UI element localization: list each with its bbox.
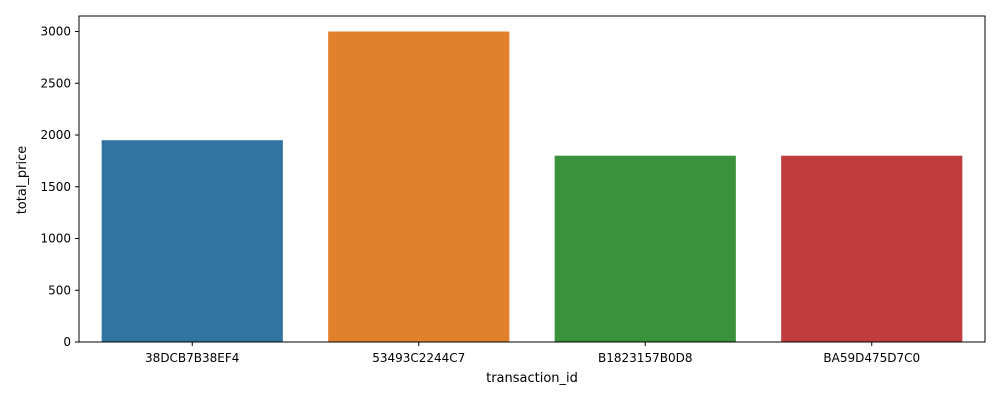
y-tick-label: 3000 [40, 25, 71, 39]
y-axis-label: total_price [15, 146, 30, 215]
axes-layer: 38DCB7B38EF4 53493C2244C7 B1823157B0D8 BA59… [40, 15, 986, 365]
x-tick-label: 38DCB7B38EF4 [145, 351, 239, 365]
x-tick-label: 53493C2244C7 [372, 351, 465, 365]
y-tick-label: 1000 [40, 232, 71, 246]
bar-B1823157B0D8 [554, 155, 736, 342]
bars-layer [101, 31, 963, 343]
x-axis-label: transaction_id [486, 371, 578, 386]
y-tick-label: 0 [63, 335, 71, 349]
x-tick-label: BA59D475D7C0 [823, 351, 920, 365]
plot-frame [78, 15, 986, 343]
bar-38DCB7B38EF4 [101, 140, 283, 342]
y-tick-label: 500 [48, 283, 71, 297]
bar-53493C2244C7 [328, 31, 510, 343]
bar-BA59D475D7C0 [781, 155, 963, 342]
y-tick-label: 2000 [40, 128, 71, 142]
x-tick-label: B1823157B0D8 [598, 351, 692, 365]
y-tick-label: 2500 [40, 76, 71, 90]
y-tick-label: 1500 [40, 180, 71, 194]
